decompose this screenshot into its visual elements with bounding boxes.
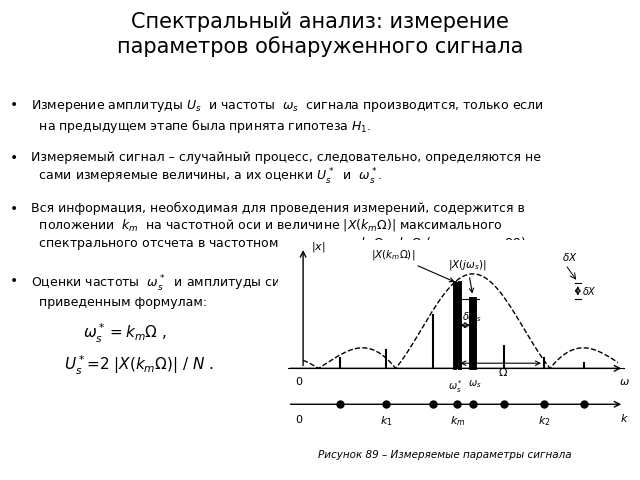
Text: •: • (10, 202, 18, 216)
Text: Измерение амплитуды $U_s$  и частоты  $\omega_s$  сигнала производится, только е: Измерение амплитуды $U_s$ и частоты $\om… (31, 98, 543, 135)
Text: $\delta\omega_s$: $\delta\omega_s$ (462, 310, 481, 324)
Text: $U_s^*$=2 $|X(k_m\Omega)|$ / $N$ .: $U_s^*$=2 $|X(k_m\Omega)|$ / $N$ . (64, 354, 214, 377)
Text: $k_m$: $k_m$ (450, 415, 465, 428)
Text: $\omega_s^*$: $\omega_s^*$ (448, 379, 463, 396)
Text: •: • (10, 151, 18, 165)
Text: $|X(k_m\Omega)|$: $|X(k_m\Omega)|$ (371, 248, 454, 282)
Text: Измеряемый сигнал – случайный процесс, следовательно, определяются не
  сами изм: Измеряемый сигнал – случайный процесс, с… (31, 151, 541, 187)
Text: $|x|$: $|x|$ (311, 240, 325, 254)
Text: 0: 0 (295, 376, 302, 386)
Text: $\delta X$: $\delta X$ (582, 285, 597, 297)
Text: $\delta X$: $\delta X$ (563, 251, 578, 263)
Text: Спектральный анализ: измерение
параметров обнаруженного сигнала: Спектральный анализ: измерение параметро… (117, 12, 523, 57)
Text: $k$: $k$ (620, 412, 628, 424)
Text: $\omega_s^*= k_m\Omega$ ,: $\omega_s^*= k_m\Omega$ , (83, 322, 167, 345)
Text: 0: 0 (295, 415, 302, 424)
Text: $k_1$: $k_1$ (380, 415, 393, 428)
Text: $\omega$: $\omega$ (619, 376, 630, 386)
Text: Рисунок 89 – Измеряемые параметры сигнала: Рисунок 89 – Измеряемые параметры сигнал… (318, 450, 572, 460)
Text: Оценки частоты  $\omega_s^*$  и амплитуды сигнала  $U_s^*$  находятся по ниже
  : Оценки частоты $\omega_s^*$ и амплитуды … (31, 274, 481, 309)
Text: •: • (10, 274, 18, 288)
Text: •: • (10, 98, 18, 112)
Text: $\omega_s$: $\omega_s$ (468, 379, 481, 390)
Text: $k_2$: $k_2$ (538, 415, 550, 428)
Text: $\Omega$: $\Omega$ (497, 366, 508, 377)
Text: Вся информация, необходимая для проведения измерений, содержится в
  положении  : Вся информация, необходимая для проведен… (31, 202, 530, 252)
Text: $|X(j\omega_s)|$: $|X(j\omega_s)|$ (448, 258, 487, 292)
